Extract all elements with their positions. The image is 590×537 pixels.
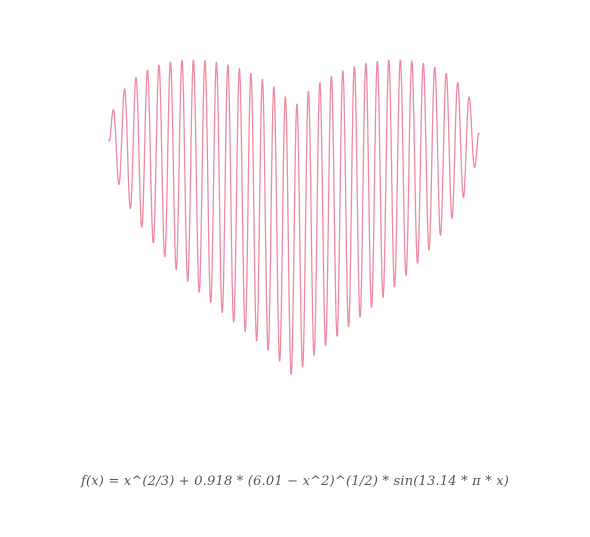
formula-caption: f(x) = x^(2/3) + 0.918 * (6.01 − x^2)^(1… <box>80 474 510 489</box>
heart-curve <box>108 59 480 375</box>
